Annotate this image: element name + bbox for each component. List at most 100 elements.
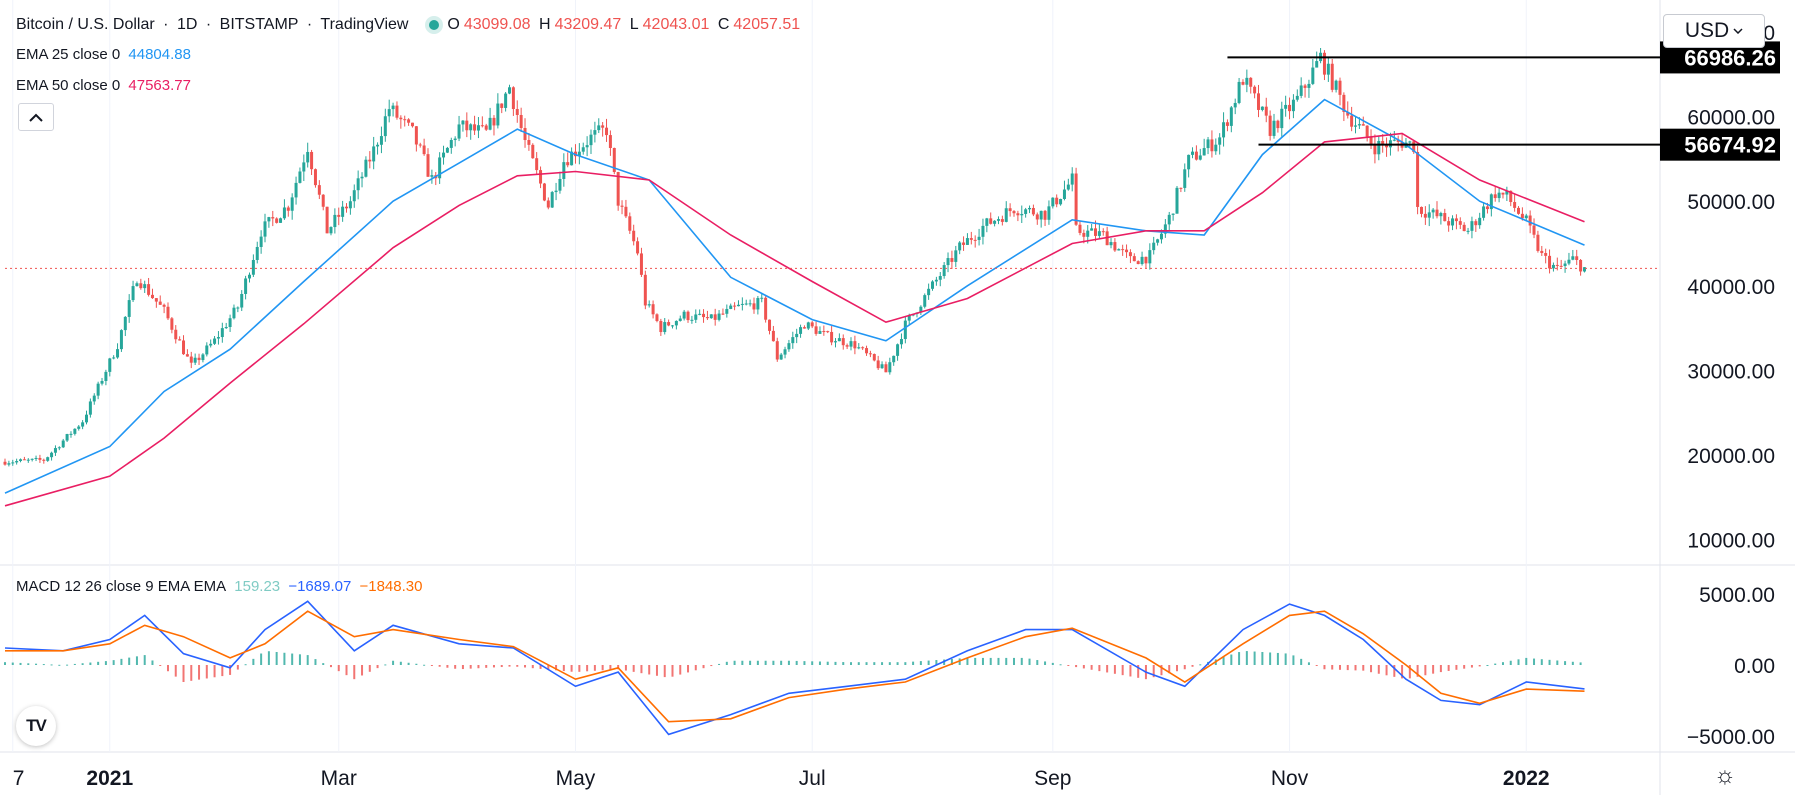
candle-body bbox=[112, 357, 116, 359]
candle-body bbox=[888, 362, 892, 373]
candle-body bbox=[232, 307, 236, 319]
candle-body bbox=[1198, 155, 1202, 160]
candle-body bbox=[632, 230, 636, 242]
macd-legend[interactable]: MACD 12 26 close 9 EMA EMA 159.23 −1689.… bbox=[16, 578, 426, 595]
candle-body bbox=[1563, 263, 1567, 266]
collapse-legend-button[interactable] bbox=[18, 103, 54, 131]
candle-body bbox=[368, 159, 372, 162]
macd-histogram-bar bbox=[11, 662, 14, 665]
macd-histogram-bar bbox=[1556, 660, 1559, 665]
macd-histogram-bar bbox=[1533, 658, 1536, 665]
symbol-name[interactable]: Bitcoin / U.S. Dollar bbox=[16, 16, 155, 33]
macd-histogram-bar bbox=[275, 651, 278, 665]
candle-body bbox=[263, 221, 267, 237]
macd-histogram-bar bbox=[1020, 657, 1023, 665]
candle-body bbox=[1474, 221, 1478, 226]
candle-body bbox=[7, 463, 11, 465]
candle-body bbox=[597, 125, 601, 131]
candle-body bbox=[1482, 206, 1486, 218]
candle-body bbox=[511, 87, 515, 110]
gear-icon[interactable]: ☼ bbox=[1714, 762, 1736, 789]
candle-body bbox=[1311, 67, 1315, 84]
macd-histogram-bar bbox=[1028, 658, 1031, 665]
candle-body bbox=[84, 414, 88, 423]
candle-body bbox=[1268, 115, 1272, 136]
time-tick-label: Nov bbox=[1271, 767, 1309, 790]
close-label: C bbox=[717, 16, 730, 33]
candle-body bbox=[608, 135, 612, 148]
candle-body bbox=[348, 201, 352, 209]
candle-body bbox=[1140, 256, 1144, 265]
candle-body bbox=[628, 216, 632, 231]
candle-body bbox=[1035, 214, 1039, 220]
chevron-up-icon bbox=[29, 113, 43, 122]
macd-histogram-bar bbox=[865, 662, 868, 665]
candle-body bbox=[799, 327, 803, 334]
macd-histogram-bar bbox=[454, 665, 457, 669]
candle-body bbox=[1152, 242, 1156, 251]
macd-histogram-bar bbox=[430, 665, 433, 666]
macd-histogram-bar bbox=[329, 665, 332, 668]
candle-body bbox=[702, 313, 706, 318]
macd-histogram-bar bbox=[244, 664, 247, 666]
candle-body bbox=[624, 206, 628, 217]
candle-body bbox=[954, 250, 958, 262]
macd-histogram-bar bbox=[1331, 665, 1334, 670]
candle-body bbox=[872, 354, 876, 361]
candle-body bbox=[1163, 224, 1167, 234]
chevron-down-icon bbox=[1733, 28, 1743, 34]
macd-histogram-bar bbox=[562, 665, 565, 672]
candle-body bbox=[38, 457, 42, 460]
candle-body bbox=[1090, 228, 1094, 231]
candle-body bbox=[209, 343, 213, 346]
candle-body bbox=[896, 344, 900, 356]
symbol-legend[interactable]: Bitcoin / U.S. Dollar · 1D · BITSTAMP · … bbox=[16, 16, 804, 34]
candle-body bbox=[833, 341, 837, 343]
macd-histogram-bar bbox=[1494, 663, 1497, 665]
candle-body bbox=[445, 147, 449, 153]
macd-histogram-bar bbox=[1253, 651, 1256, 665]
candle-body bbox=[1078, 224, 1082, 233]
candle-body bbox=[993, 220, 997, 224]
macd-histogram-bar bbox=[314, 659, 317, 665]
candle-body bbox=[841, 338, 845, 346]
tradingview-logo[interactable]: TV bbox=[16, 706, 56, 746]
candle-body bbox=[857, 347, 861, 349]
macd-histogram-bar bbox=[1098, 665, 1101, 672]
price-tick-label: 40000.00 bbox=[1687, 276, 1775, 299]
ema50-legend[interactable]: EMA 50 close 0 47563.77 bbox=[16, 77, 195, 94]
candle-body bbox=[1272, 120, 1276, 136]
candle-body bbox=[655, 314, 659, 321]
macd-histogram-bar bbox=[1129, 665, 1132, 677]
candle-body bbox=[193, 357, 197, 363]
macd-tick-label: −5000.00 bbox=[1687, 726, 1775, 749]
candle-body bbox=[1513, 202, 1517, 208]
candle-body bbox=[1462, 224, 1466, 232]
candle-body bbox=[57, 447, 61, 449]
candle-body bbox=[1392, 139, 1396, 141]
candle-body bbox=[1206, 139, 1210, 149]
macd-histogram-bar bbox=[1106, 665, 1109, 673]
macd-histogram-bar bbox=[1090, 665, 1093, 670]
ema25-legend[interactable]: EMA 25 close 0 44804.88 bbox=[16, 46, 195, 63]
candle-body bbox=[593, 130, 597, 135]
candle-body bbox=[868, 353, 872, 355]
candle-body bbox=[756, 298, 760, 310]
candle-body bbox=[220, 328, 224, 338]
candle-body bbox=[1260, 106, 1264, 110]
candle-body bbox=[1478, 217, 1482, 226]
candle-body bbox=[899, 339, 903, 345]
macd-histogram-bar bbox=[1463, 665, 1466, 669]
candle-body bbox=[958, 242, 962, 251]
macd-histogram-bar bbox=[73, 663, 76, 665]
macd-histogram-bar bbox=[1362, 665, 1365, 671]
currency-selector[interactable]: USD bbox=[1663, 14, 1765, 48]
candle-body bbox=[1101, 231, 1105, 233]
candle-body bbox=[1354, 125, 1358, 127]
macd-tick-label: 0.00 bbox=[1734, 655, 1775, 678]
interval-label[interactable]: 1D bbox=[176, 16, 198, 33]
candle-body bbox=[566, 162, 570, 166]
candle-body bbox=[391, 105, 395, 110]
